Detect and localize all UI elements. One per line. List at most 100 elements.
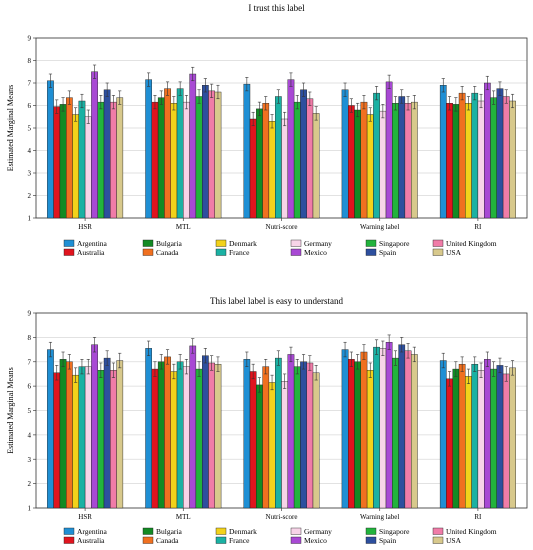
bar (411, 101, 418, 219)
legend-label: Australia (77, 536, 105, 545)
bar (287, 79, 295, 219)
x-tick-label: HSR (78, 223, 92, 231)
bar (256, 384, 263, 509)
legend-label: Denmark (229, 239, 257, 248)
bar (116, 360, 124, 509)
bar (151, 368, 159, 509)
bar (195, 96, 203, 219)
bar (373, 92, 380, 219)
legend-label: Argentina (77, 239, 108, 248)
legend-label: Germany (304, 239, 332, 248)
y-tick-label: 6 (28, 383, 32, 391)
y-axis-label: Estimated Marginal Means (6, 85, 15, 172)
bar (398, 344, 406, 509)
bar (366, 114, 374, 219)
legend-item: Singapore (365, 527, 410, 536)
bar-group-warning-label (341, 334, 418, 509)
bar (275, 96, 282, 219)
legend-swatch (142, 527, 154, 535)
bar-group-hsr (47, 337, 124, 509)
bar (458, 92, 466, 219)
bar (411, 354, 418, 509)
bar (201, 355, 209, 509)
bar (300, 89, 307, 219)
legend-label: Denmark (229, 527, 257, 536)
chart-panel-2: This label label is easy to understand 1 2… (6, 296, 528, 545)
legend-swatch (290, 527, 302, 535)
bar-group-ri (439, 75, 516, 219)
y-tick-label: 1 (28, 215, 32, 223)
bar (465, 376, 472, 509)
legend-item: Australia (63, 248, 105, 257)
legend-label: Germany (304, 527, 332, 536)
bar-group-hsr (47, 64, 124, 219)
bar (484, 359, 491, 509)
legend-swatch (142, 239, 154, 247)
bar (312, 113, 320, 219)
bar (103, 89, 111, 219)
bar (59, 104, 67, 219)
bar (496, 88, 504, 219)
bar (103, 357, 111, 509)
legend-item: France (215, 536, 250, 545)
bar (97, 101, 105, 219)
bar (477, 370, 485, 509)
bar (341, 89, 349, 219)
bar (477, 100, 485, 219)
bar (458, 363, 466, 509)
bar (53, 372, 61, 509)
bar (110, 101, 117, 219)
legend-label: United Kingdom (446, 527, 497, 536)
legend-label: France (229, 248, 250, 257)
chart-panel-1: I trust this label 1 2 3 4 5 6 7 8 9 Estimated Mar… (6, 3, 528, 257)
bar (72, 374, 80, 509)
y-tick-label: 9 (28, 310, 32, 318)
legend-swatch (290, 248, 302, 256)
x-tick-label: MTL (176, 223, 191, 231)
y-tick-label: 2 (28, 192, 32, 200)
bar (91, 344, 98, 509)
bar-group-nutri-score (243, 72, 320, 219)
bar (366, 370, 374, 509)
legend-item: Mexico (290, 536, 327, 545)
y-tick-label: 7 (28, 80, 32, 88)
x-tick-label: RI (474, 513, 482, 521)
legend-swatch (432, 536, 444, 544)
legend-swatch (432, 248, 444, 256)
legend-item: USA (432, 536, 462, 545)
bar (59, 359, 67, 509)
legend-item: Bulgaria (142, 527, 182, 536)
legend-swatch (215, 536, 227, 544)
legend-swatch (432, 527, 444, 535)
y-tick-label: 4 (28, 147, 32, 155)
bar (392, 103, 399, 219)
bar (157, 361, 165, 509)
legend-swatch (142, 248, 154, 256)
bar (201, 85, 209, 219)
legend-label: Mexico (304, 536, 327, 545)
legend-item: Canada (142, 536, 179, 545)
bar (65, 361, 73, 509)
bar (243, 83, 251, 219)
bar (53, 106, 61, 219)
y-tick-label: 8 (28, 334, 32, 342)
bar (281, 118, 289, 219)
bar (490, 97, 498, 219)
bar (47, 349, 54, 509)
bar (189, 73, 197, 219)
legend-label: Bulgaria (156, 239, 182, 248)
legend-swatch (63, 239, 75, 247)
legend-item: Germany (290, 527, 332, 536)
bar (373, 346, 380, 509)
legend-label: France (229, 536, 250, 545)
legend-item: USA (432, 248, 462, 257)
x-tick-label: Nutri-score (266, 513, 298, 521)
bar (164, 356, 171, 509)
bar (287, 354, 295, 509)
bar (496, 365, 504, 509)
legend-swatch (142, 536, 154, 544)
legend-item: Spain (365, 536, 396, 545)
legend-swatch (365, 248, 377, 256)
bar (509, 367, 516, 509)
